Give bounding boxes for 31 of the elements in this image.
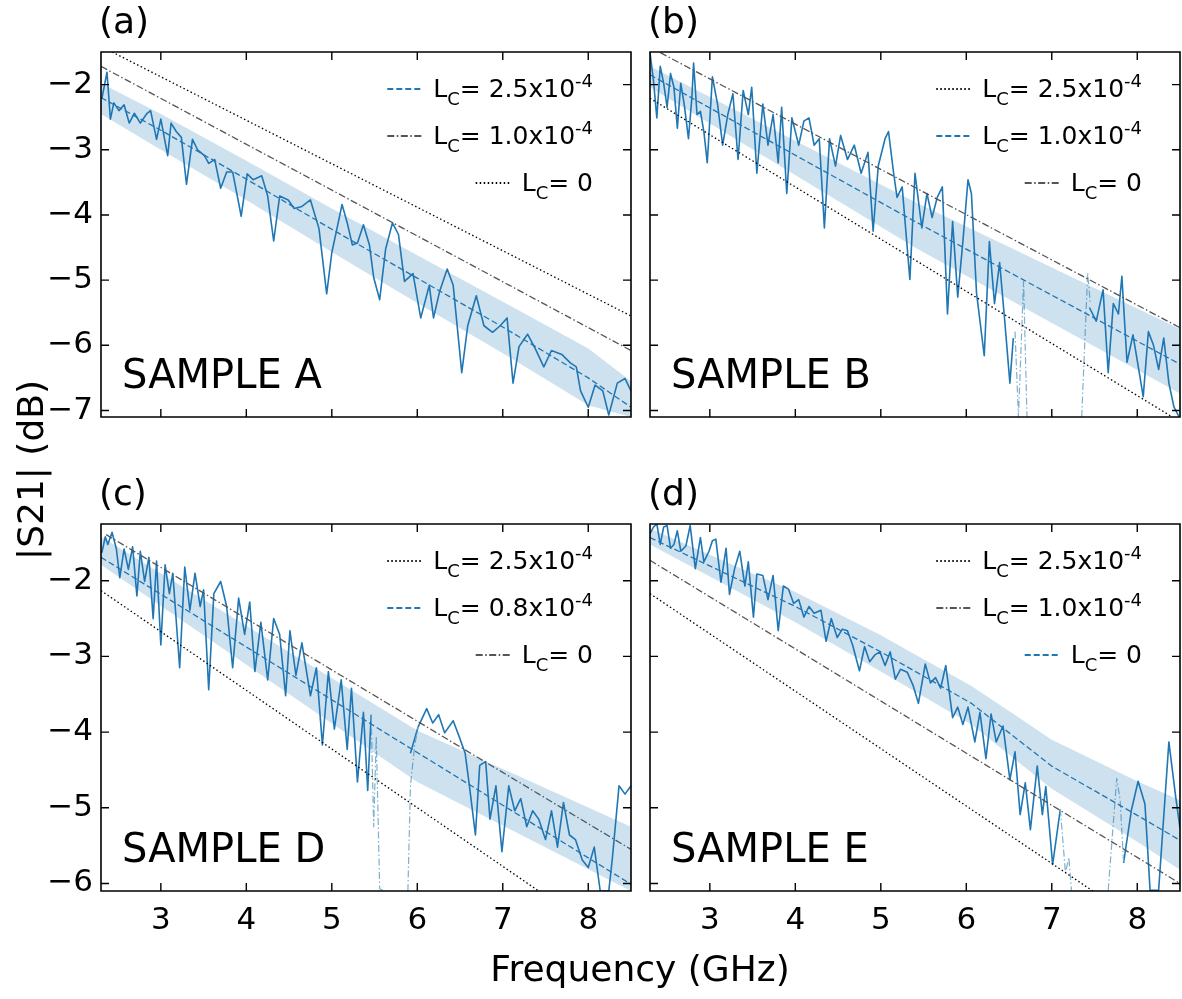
y-tick-label: −6 <box>47 324 93 361</box>
annotation: SAMPLE D <box>122 825 326 871</box>
x-axis-title: Frequency (GHz) <box>490 947 790 989</box>
chart-title: (d) <box>648 472 699 513</box>
y-tick-label: −5 <box>47 259 93 296</box>
x-tick-label: 7 <box>492 899 513 936</box>
chart-title: (a) <box>99 0 150 41</box>
x-tick-label: 8 <box>1127 899 1148 936</box>
y-tick-label: −5 <box>47 786 93 823</box>
annotation: SAMPLE E <box>671 825 869 871</box>
y-tick-label: −3 <box>47 635 93 672</box>
x-tick-label: 3 <box>150 899 171 936</box>
x-tick-label: 5 <box>870 899 891 936</box>
y-tick-label: −6 <box>47 862 93 899</box>
x-tick-label: 7 <box>1041 899 1062 936</box>
x-tick-label: 3 <box>699 899 720 936</box>
x-tick-label: 8 <box>578 899 599 936</box>
y-tick-label: −2 <box>47 63 93 100</box>
y-tick-label: −3 <box>47 128 93 165</box>
x-tick-label: 6 <box>407 899 428 936</box>
x-tick-label: 4 <box>785 899 806 936</box>
annotation: SAMPLE B <box>671 351 871 397</box>
chart-title: (b) <box>648 0 699 41</box>
x-tick-label: 5 <box>321 899 342 936</box>
y-tick-label: −4 <box>47 711 93 748</box>
y-tick-label: −2 <box>47 559 93 596</box>
annotation: SAMPLE A <box>122 351 323 397</box>
x-tick-label: 6 <box>956 899 977 936</box>
chart-title: (c) <box>99 472 147 513</box>
x-tick-label: 4 <box>236 899 257 936</box>
y-tick-label: −4 <box>47 193 93 230</box>
